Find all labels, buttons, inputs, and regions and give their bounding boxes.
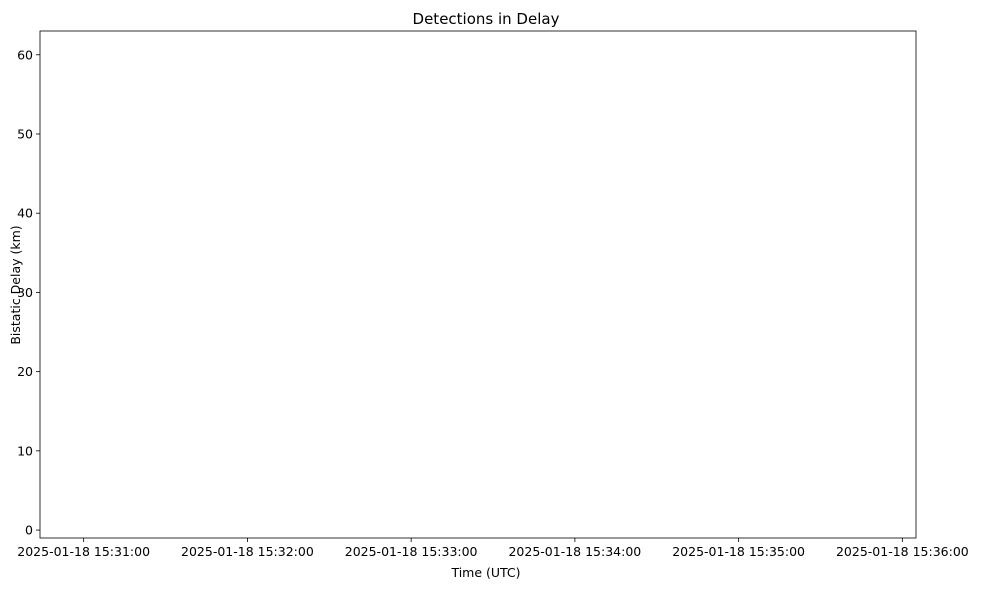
y-tick-label: 50 (17, 126, 33, 141)
y-tick-label: 10 (17, 443, 33, 458)
y-axis: 0 10 20 30 40 50 60 (17, 47, 40, 538)
y-tick-label: 0 (25, 523, 33, 538)
axes-frame (39, 30, 917, 539)
x-tick-label: 2025-01-18 15:34:00 (508, 544, 641, 559)
chart-title: Detections in Delay (413, 10, 560, 28)
x-tick-label: 2025-01-18 15:33:00 (345, 544, 478, 559)
x-axis-title: Time (UTC) (450, 565, 520, 580)
x-tick-label: 2025-01-18 15:36:00 (836, 544, 969, 559)
y-tick-label: 30 (17, 285, 33, 300)
x-tick-label: 2025-01-18 15:35:00 (672, 544, 805, 559)
x-tick-label: 2025-01-18 15:31:00 (17, 544, 150, 559)
y-tick-label: 60 (17, 47, 33, 62)
y-axis-title: Bistatic Delay (km) (8, 225, 23, 344)
x-axis: 2025-01-18 15:31:00 2025-01-18 15:32:00 20… (17, 538, 969, 559)
y-tick-label: 40 (17, 206, 33, 221)
y-tick-label: 20 (17, 364, 33, 379)
x-tick-label: 2025-01-18 15:32:00 (181, 544, 314, 559)
